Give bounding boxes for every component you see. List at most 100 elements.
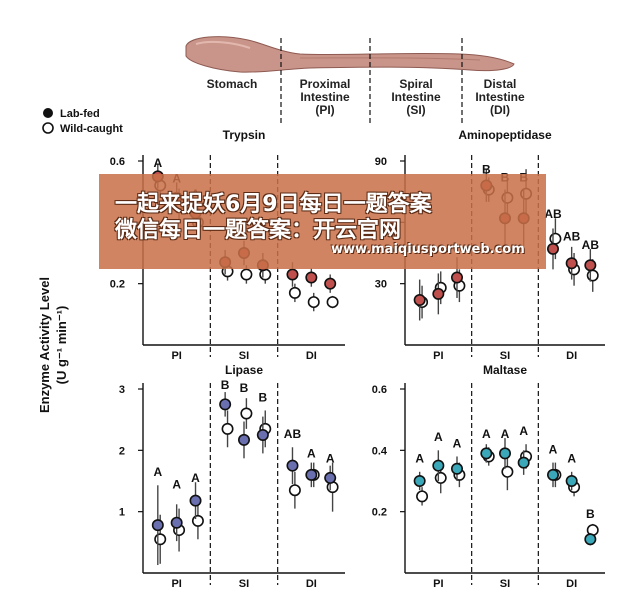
panel-title: Maltase [483, 363, 527, 377]
segment-dividers [280, 38, 463, 124]
legend-lab-fed-label: Lab-fed [60, 108, 100, 120]
lab-fed-point [151, 519, 164, 532]
lab-fed-point [413, 474, 426, 487]
lab-fed-point [219, 398, 232, 411]
significance-letter: A [191, 471, 200, 485]
region-label: DI [306, 350, 317, 362]
panel-title: Aminopeptidase [458, 128, 552, 142]
watermark-banner [99, 174, 546, 269]
significance-letter: B [221, 378, 230, 392]
y-tick-label: 2 [119, 445, 125, 457]
gut-segment-label: Distal [484, 77, 517, 91]
significance-letter: A [482, 427, 491, 441]
y-axis-label-line1: Enzyme Activity Level [37, 277, 52, 413]
region-label: PI [171, 578, 181, 590]
significance-letter: A [453, 436, 462, 450]
y-tick-label: 0.6 [110, 156, 125, 168]
significance-letter: AB [544, 207, 562, 221]
wild-caught-point [501, 465, 514, 478]
significance-letter: A [172, 477, 181, 491]
region-label: DI [566, 578, 577, 590]
region-label: PI [433, 350, 443, 362]
significance-letter: A [415, 452, 424, 466]
lab-fed-point [584, 259, 597, 272]
y-tick-label: 30 [375, 279, 387, 291]
gut-segment-label: Intestine [475, 90, 525, 104]
region-label: SI [239, 350, 249, 362]
wild-caught-point [326, 296, 339, 309]
lab-fed-point [432, 287, 445, 300]
lab-fed-point [546, 468, 559, 481]
gut-illustration [185, 36, 515, 73]
significance-letter: A [567, 452, 576, 466]
region-label: DI [566, 350, 577, 362]
wild-caught-point [288, 484, 301, 497]
watermark-line-1: 一起来捉妖6月9日每日一题答案 [115, 192, 432, 217]
gut-segment-label: (PI) [315, 103, 334, 117]
wild-caught-point [307, 296, 320, 309]
wild-caught-point [586, 269, 599, 282]
lab-fed-point [413, 294, 426, 307]
y-tick-label: 90 [375, 156, 387, 168]
lab-fed-point [305, 271, 318, 284]
significance-letter: A [153, 156, 162, 170]
y-tick-label: 0.2 [372, 507, 387, 519]
wild-caught-point [221, 422, 234, 435]
significance-letter: A [153, 465, 162, 479]
wild-caught-point [240, 268, 253, 281]
lab-fed-point [324, 277, 337, 290]
wild-caught-point [154, 533, 167, 546]
lab-fed-point [256, 428, 269, 441]
lab-fed-point [238, 433, 251, 446]
wild-caught-point [191, 514, 204, 527]
wild-caught-point [288, 286, 301, 299]
region-label: DI [306, 578, 317, 590]
significance-letter: A [307, 447, 316, 461]
watermark-url: www.maiqiusportweb.com [331, 242, 525, 257]
significance-letter: AB [563, 230, 581, 244]
significance-letter: A [519, 424, 528, 438]
lab-fed-point [324, 471, 337, 484]
legend-lab-fed-marker [43, 108, 53, 118]
y-tick-label: 0.4 [372, 445, 388, 457]
panel-title: Lipase [225, 363, 263, 377]
y-tick-label: 3 [119, 384, 125, 396]
y-tick-label: 1 [119, 507, 125, 519]
gut-segment-label: (DI) [490, 103, 510, 117]
gut-segment-label: Stomach [207, 77, 258, 91]
panel-title: Trypsin [223, 128, 266, 142]
watermark-line-2: 微信每日一题答案：开云官网 [115, 218, 402, 243]
gut-segment-label: Intestine [391, 90, 441, 104]
legend: Lab-fed Wild-caught [42, 108, 123, 135]
lab-fed-point [584, 533, 597, 546]
lab-fed-point [286, 459, 299, 472]
lab-fed-point [286, 268, 299, 281]
gut-segment-label: (SI) [406, 103, 425, 117]
lab-fed-point [480, 447, 493, 460]
gut-segment-label: Intestine [300, 90, 350, 104]
y-axis-label-line2: (U g⁻¹ min⁻¹) [54, 306, 69, 385]
lab-fed-point [305, 468, 318, 481]
wild-caught-point [549, 232, 562, 245]
significance-letter: AB [582, 238, 600, 252]
lab-fed-point [565, 257, 578, 270]
region-label: SI [239, 578, 249, 590]
gut-segment-labels: Stomach ProximalIntestine(PI)SpiralIntest… [207, 77, 525, 117]
significance-letter: B [482, 162, 491, 176]
lab-fed-point [546, 242, 559, 255]
region-label: SI [500, 578, 510, 590]
y-tick-label: 0.6 [372, 384, 387, 396]
significance-letter: A [326, 452, 335, 466]
significance-letter: A [549, 442, 558, 456]
legend-wild-caught-marker [42, 122, 54, 134]
gut-segment-label: Spiral [399, 77, 432, 91]
lab-fed-point [498, 447, 511, 460]
significance-letter: B [586, 507, 595, 521]
significance-letter: A [501, 427, 510, 441]
significance-letter: A [434, 430, 443, 444]
gut-segment-label: Proximal [300, 77, 351, 91]
wild-caught-point [416, 490, 429, 503]
lab-fed-point [565, 474, 578, 487]
